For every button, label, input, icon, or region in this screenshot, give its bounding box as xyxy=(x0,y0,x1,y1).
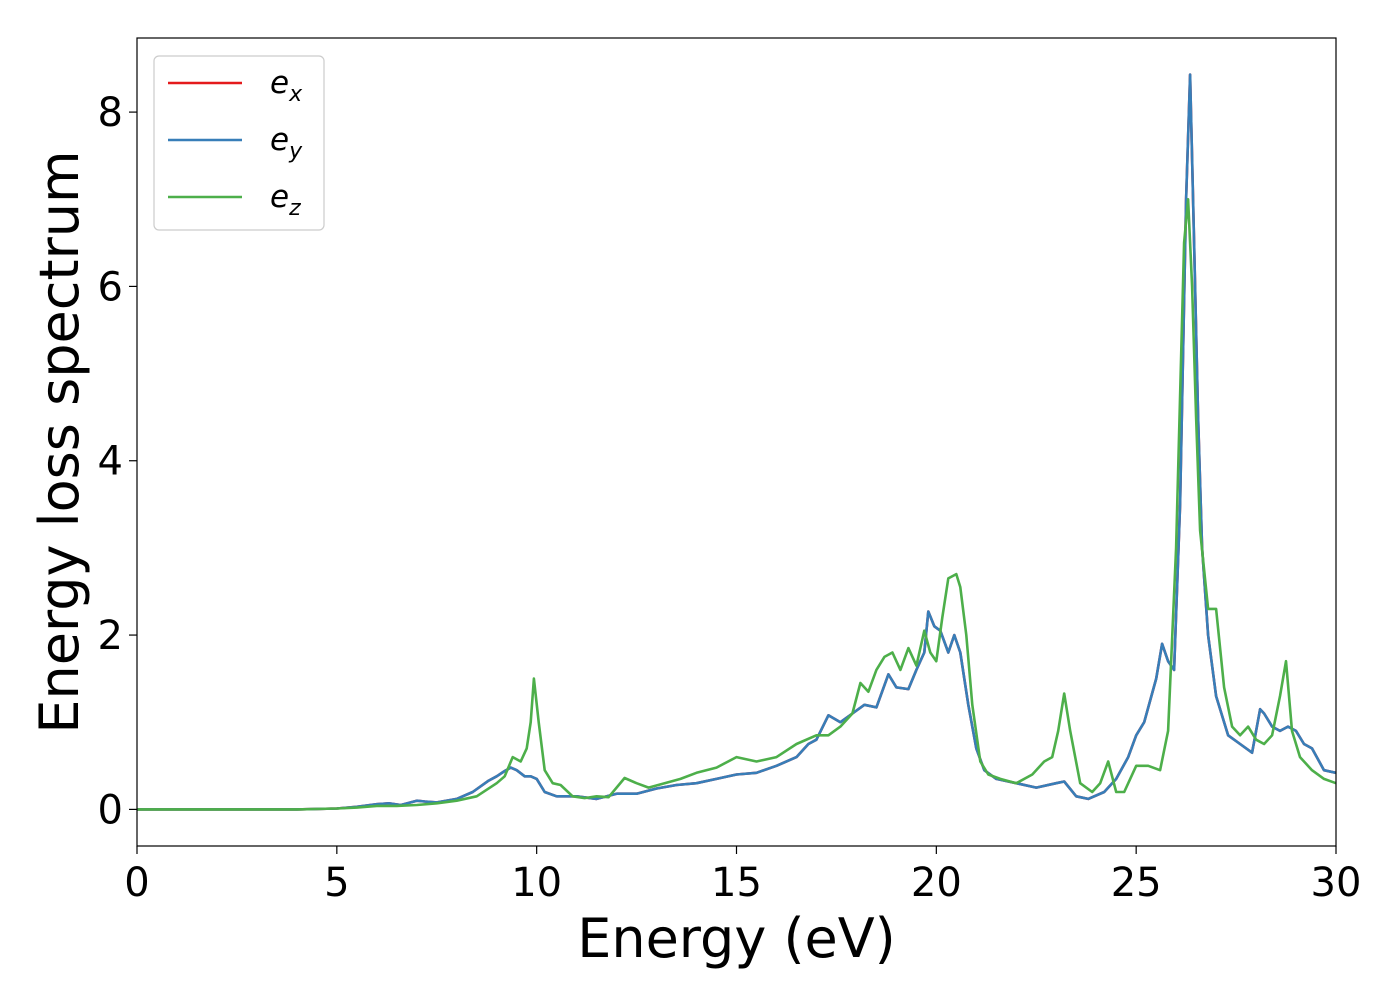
series-line-ez xyxy=(137,198,1336,811)
series-group xyxy=(137,73,1336,811)
x-axis-label: Energy (eV) xyxy=(577,907,896,970)
legend-label-ex: ex xyxy=(270,65,303,107)
legend-box xyxy=(153,55,325,231)
y-tick-label: 0 xyxy=(98,787,123,833)
x-tick-label: 5 xyxy=(324,860,349,906)
x-tick-label: 10 xyxy=(511,860,562,906)
y-tick-label: 6 xyxy=(98,264,123,310)
y-tick-label: 4 xyxy=(98,439,123,485)
y-tick-label: 2 xyxy=(98,613,123,659)
ticks: 0 5 10 15 20 25 30 0 2 4 6 8 xyxy=(98,90,1362,906)
x-tick-label: 25 xyxy=(1111,860,1162,906)
y-axis-label: Energy loss spectrum xyxy=(28,150,91,733)
x-tick-label: 20 xyxy=(911,860,962,906)
x-tick-label: 0 xyxy=(124,860,149,906)
y-tick-label: 8 xyxy=(98,90,123,136)
x-tick-label: 30 xyxy=(1311,860,1362,906)
series-line-ey xyxy=(137,73,1336,811)
x-tick-label: 15 xyxy=(711,860,762,906)
